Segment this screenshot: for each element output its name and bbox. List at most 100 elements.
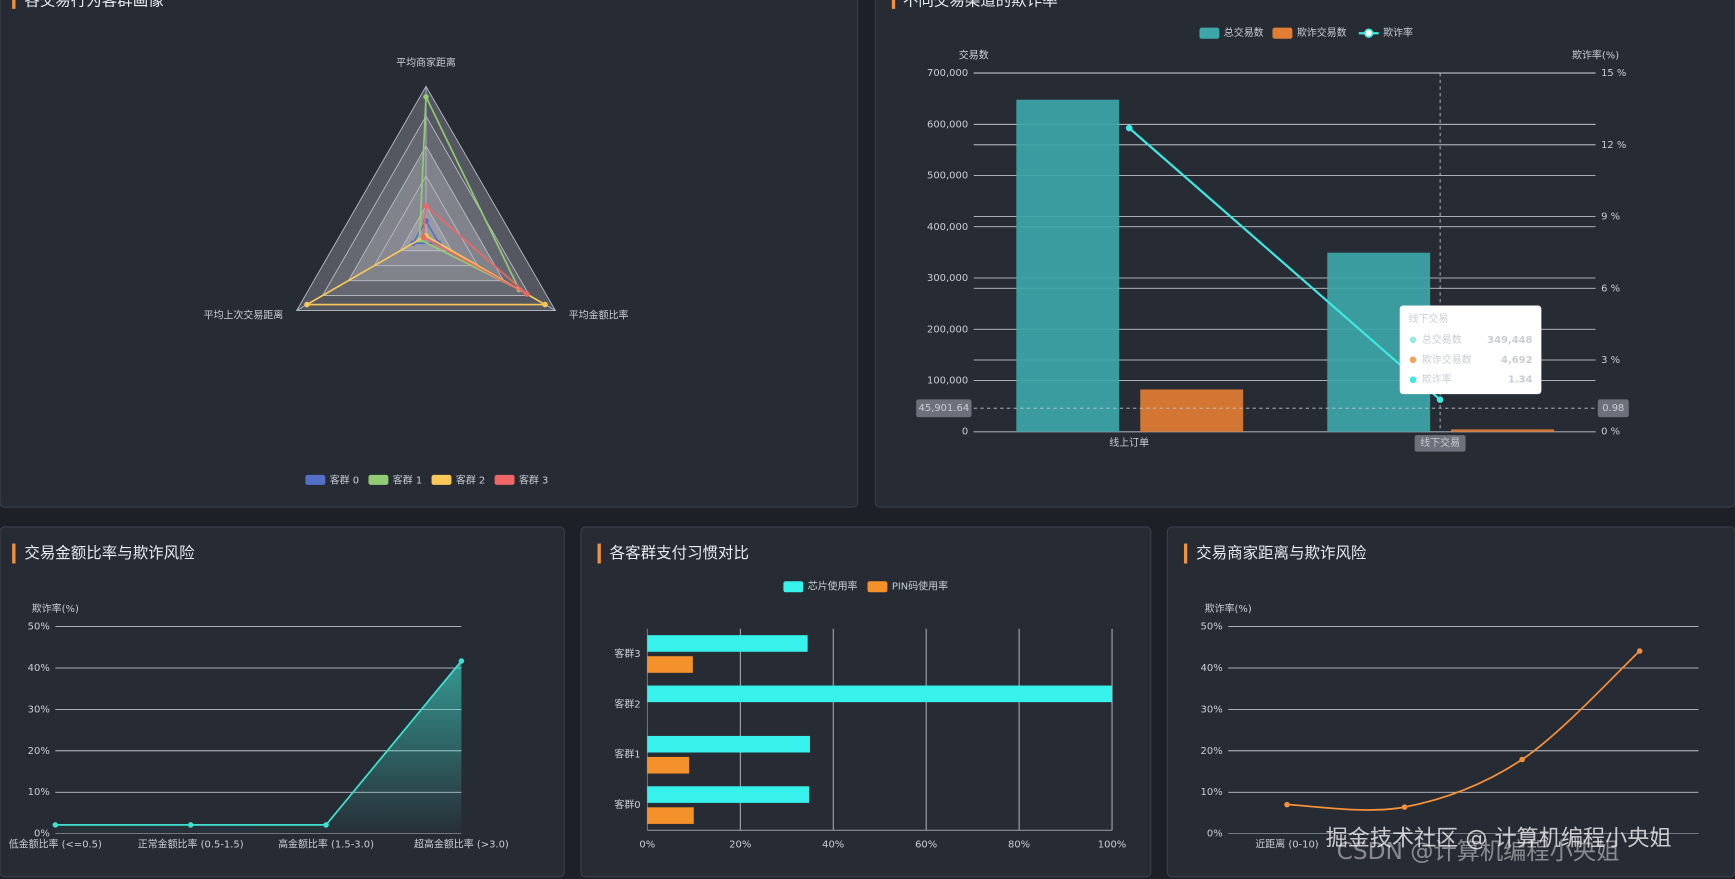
- y-tick-label: 0%: [34, 829, 50, 840]
- y-tick-label: 客群3: [614, 647, 640, 660]
- tooltip-marker: [1409, 336, 1417, 344]
- radar-indicator: 平均商家距离: [396, 56, 456, 69]
- line: [1128, 127, 1441, 401]
- panel-title: 各交易行为客群画像: [24, 0, 164, 10]
- radar-point: [420, 234, 427, 241]
- x-tick-label: 0%: [639, 840, 655, 851]
- radar-point: [542, 301, 548, 308]
- legend-label: 客群 3: [519, 473, 548, 486]
- bar: [647, 786, 810, 803]
- x-tick-label: 正常金额比率 (0.5-1.5): [138, 838, 244, 851]
- legend-label: 客群 0: [330, 473, 359, 486]
- y-tick-label: 40%: [1201, 663, 1223, 674]
- tooltip: [1399, 305, 1542, 395]
- x-tick-label: 80%: [1008, 840, 1030, 851]
- legend-swatch: [1272, 27, 1293, 39]
- legend-swatch: [494, 474, 515, 485]
- radar-series: [418, 96, 521, 292]
- y-tick-label: 客群2: [614, 697, 640, 710]
- panel: [0, 0, 859, 508]
- line-point: [1519, 756, 1525, 763]
- y-tick-label: 0: [962, 427, 968, 438]
- panel: [1166, 526, 1735, 878]
- line-point: [323, 822, 329, 828]
- radar-point: [304, 301, 310, 308]
- y-tick-label: 400,000: [927, 222, 968, 233]
- y-tick-label: 20%: [1201, 746, 1223, 757]
- radar-series: [303, 234, 549, 306]
- y-tick-label: 10%: [1201, 787, 1223, 798]
- bar: [647, 735, 810, 753]
- x-tick-label: 线上订单: [1109, 436, 1149, 449]
- pointer-label-box: [916, 399, 972, 418]
- legend-label: 客群 2: [456, 473, 485, 486]
- line-point: [1125, 124, 1133, 132]
- legend-label: 芯片使用率: [808, 580, 858, 593]
- tooltip-title: 线下交易: [1409, 312, 1449, 325]
- x-tick-label: 线下交易: [1420, 436, 1460, 449]
- tooltip-name: 总交易数: [1422, 333, 1462, 346]
- watermark: 掘金技术社区 @ 计算机编程小央姐: [1326, 826, 1672, 852]
- bar: [1451, 429, 1555, 432]
- y-tick-label: 200,000: [927, 324, 968, 335]
- radar-indicator: 平均金额比率: [569, 309, 629, 322]
- x-tick-label: 20%: [729, 840, 751, 851]
- x-tick-label: 低金额比率 (<=0.5): [9, 838, 102, 851]
- y2-tick-label: 0 %: [1601, 427, 1620, 438]
- legend-swatch: [867, 581, 888, 593]
- y-axis-name: 交易数: [959, 48, 989, 61]
- line: [55, 660, 463, 826]
- y-tick-label: 40%: [28, 663, 50, 674]
- legend-label: PIN码使用率: [892, 580, 948, 593]
- panel-title: 交易金额比率与欺诈风险: [24, 544, 195, 562]
- y2-tick-label: 6 %: [1601, 283, 1620, 294]
- y2-tick-label: 12 %: [1601, 140, 1626, 151]
- legend-label: 欺诈率: [1383, 26, 1413, 39]
- y-tick-label: 30%: [1201, 704, 1223, 715]
- y-tick-label: 30%: [28, 704, 50, 715]
- y-tick-label: 20%: [28, 746, 50, 757]
- radar-point: [524, 291, 530, 297]
- y-tick-label: 500,000: [927, 171, 968, 182]
- x-tick-label: 60%: [915, 840, 937, 851]
- radar-indicator: 平均上次交易距离: [204, 309, 284, 322]
- bar: [647, 807, 694, 824]
- legend-swatch: [783, 581, 804, 593]
- y-tick-label: 50%: [1201, 622, 1223, 633]
- y-tick-label: 客群0: [614, 798, 640, 811]
- radar-series: [422, 204, 528, 295]
- bar: [647, 685, 1113, 703]
- y-tick-label: 客群1: [614, 748, 640, 761]
- pointer-label: 0.98: [1602, 403, 1624, 414]
- y-tick-label: 300,000: [927, 273, 968, 284]
- line-point: [1636, 648, 1643, 654]
- legend-swatch: [431, 474, 452, 485]
- line-point: [52, 822, 59, 828]
- bar: [1016, 99, 1120, 432]
- title-accent: [597, 543, 601, 564]
- line-point: [1401, 804, 1408, 810]
- x-tick-label: 100%: [1098, 840, 1126, 851]
- y-axis-name: 欺诈率(%): [32, 602, 79, 615]
- legend-label: 欺诈交易数: [1297, 26, 1347, 39]
- x-tick-label: 超高金额比率 (>3.0): [414, 838, 509, 851]
- bar: [1140, 389, 1244, 432]
- y2-tick-label: 3 %: [1601, 355, 1620, 366]
- tooltip-value: 4,692: [1501, 355, 1533, 366]
- y-tick-label: 50%: [28, 622, 50, 633]
- legend-label: 客群 1: [393, 473, 422, 486]
- radar-point: [423, 203, 429, 209]
- line-point: [1284, 801, 1290, 808]
- x-tick-label: 高金额比率 (1.5-3.0): [278, 838, 374, 851]
- pointer-label-box: [1414, 435, 1466, 452]
- y2-tick-label: 15 %: [1601, 68, 1626, 79]
- y2-tick-label: 9 %: [1601, 212, 1620, 223]
- title-accent: [12, 543, 16, 564]
- legend-swatch: [1199, 27, 1220, 39]
- radar-point: [423, 94, 429, 100]
- line: [1286, 650, 1641, 811]
- tooltip-marker: [1409, 376, 1417, 384]
- bar: [647, 656, 693, 673]
